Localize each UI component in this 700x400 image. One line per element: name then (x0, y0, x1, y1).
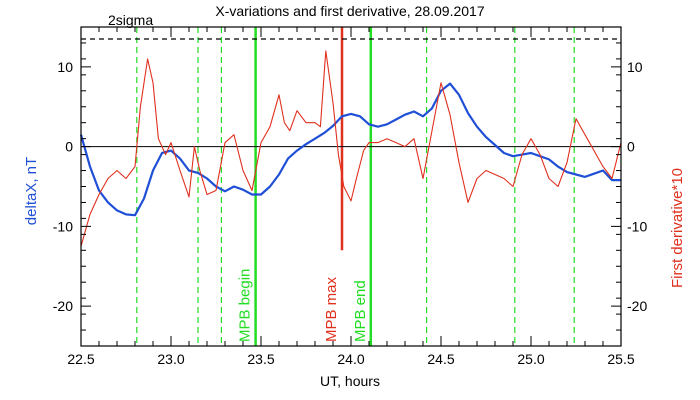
y-axis-left-label: deltaX, nT (23, 157, 40, 225)
x-axis-label: UT, hours (320, 373, 380, 389)
plot-area: MPB begin MPB end MPB max 22.5 23.0 23.5 24.0 2… (53, 26, 647, 367)
y-tick-label-right-3: -20 (627, 298, 647, 314)
y-tick-label-left-3: -20 (53, 298, 73, 314)
marker-label-8: MPB max (323, 276, 340, 342)
marker-label-6: MPB begin (237, 269, 254, 342)
series-line-1 (80, 50, 622, 247)
chart-title: X-variations and first derivative, 28.09… (215, 3, 484, 19)
x-tick-label-0: 22.5 (67, 351, 94, 367)
x-tick-label-6: 25.5 (607, 351, 634, 367)
y-tick-label-right-0: 10 (627, 59, 643, 75)
x-tick-label-5: 25.0 (517, 351, 544, 367)
y-tick-label-left-2: -10 (53, 218, 73, 234)
x-tick-label-1: 23.0 (157, 351, 184, 367)
sigma-label: 2sigma (108, 12, 153, 28)
y-tick-label-right-1: 0 (627, 139, 635, 155)
x-tick-label-3: 24.0 (337, 351, 364, 367)
y-tick-label-left-0: 10 (57, 59, 73, 75)
y-tick-label-left-1: 0 (65, 139, 73, 155)
series-line-0 (79, 82, 621, 217)
y-tick-label-right-2: -10 (627, 218, 647, 234)
marker-label-7: MPB end (352, 280, 369, 342)
x-tick-label-2: 23.5 (247, 351, 274, 367)
x-tick-label-4: 24.5 (427, 351, 454, 367)
y-axis-right-label: First derivative*10 (669, 168, 686, 288)
